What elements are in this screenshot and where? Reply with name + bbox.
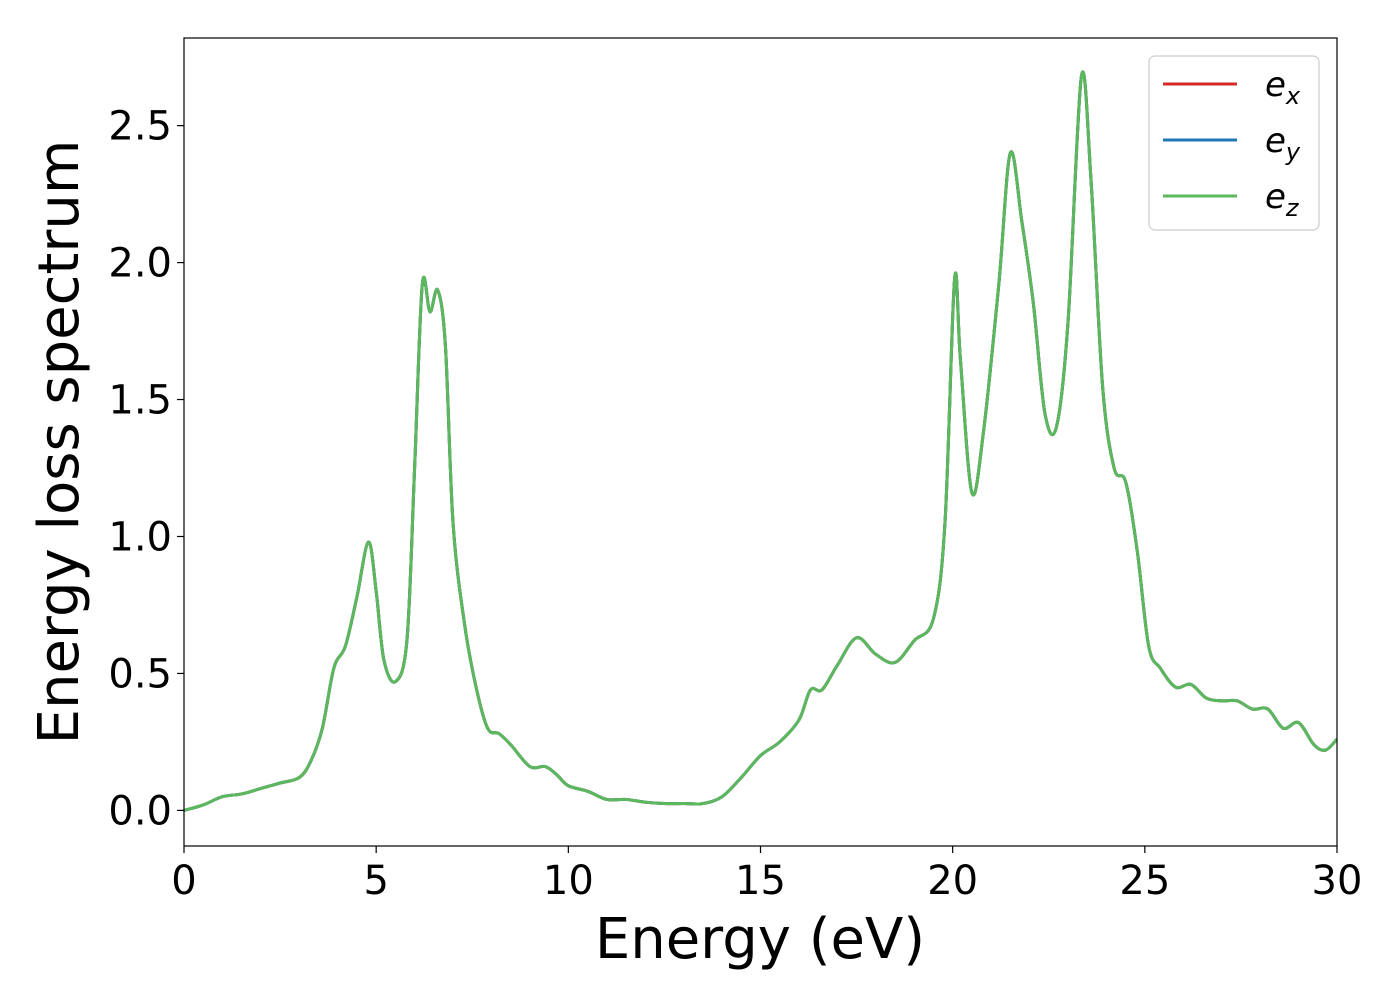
- y-tick-label: 2.5: [108, 104, 172, 150]
- series-line-z: [184, 70, 1337, 812]
- legend-label-z: ez: [1265, 177, 1300, 222]
- y-axis: 0.0 0.5 1.0 1.5 2.0 2.5: [108, 104, 184, 834]
- legend-box: [1148, 55, 1320, 231]
- x-tick-label: 5: [363, 858, 388, 904]
- x-tick-label: 15: [735, 858, 786, 904]
- series-layer: [184, 70, 1337, 812]
- x-tick-label: 30: [1312, 858, 1363, 904]
- x-tick-label: 20: [927, 858, 978, 904]
- x-tick-label: 25: [1119, 858, 1170, 904]
- y-axis-label: Energy loss spectrum: [27, 140, 92, 745]
- legend-label-y: ey: [1265, 121, 1301, 166]
- y-tick-label: 0.5: [108, 651, 172, 697]
- y-tick-label: 1.5: [108, 378, 172, 424]
- x-tick-label: 0: [171, 858, 196, 904]
- y-tick-label: 2.0: [108, 241, 172, 287]
- y-tick-label: 1.0: [108, 514, 172, 560]
- x-tick-label: 10: [543, 858, 594, 904]
- x-axis-label: Energy (eV): [595, 907, 925, 972]
- x-axis: 0 5 10 15 20 25 30: [171, 846, 1362, 904]
- legend: ex ey ez: [1148, 55, 1320, 231]
- y-tick-label: 0.0: [108, 788, 172, 834]
- legend-label-x: ex: [1265, 65, 1301, 110]
